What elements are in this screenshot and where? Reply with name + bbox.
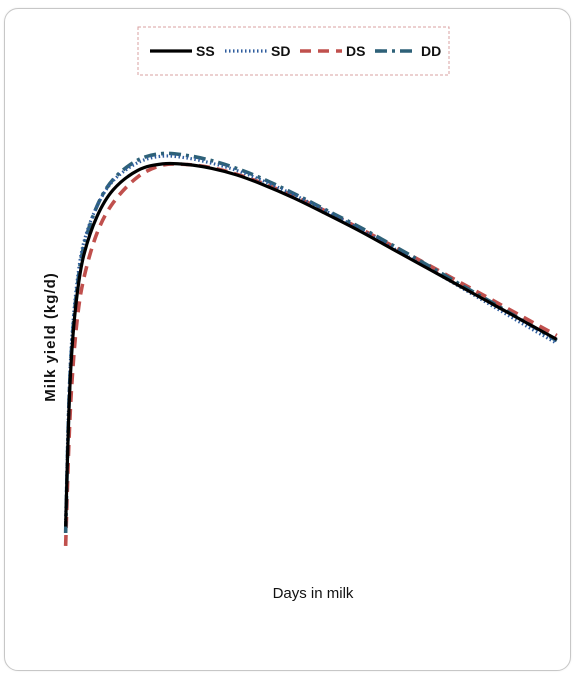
legend-items: SS SD DS DD — [150, 43, 441, 59]
series-lines — [63, 151, 558, 546]
legend-label-dd: DD — [421, 43, 441, 59]
legend-label-ds: DS — [346, 43, 365, 59]
series-line-ss — [64, 161, 558, 527]
y-axis-label: Milk yield (kg/d) — [42, 272, 59, 402]
legend-label-sd: SD — [271, 43, 290, 59]
series-line-sd — [64, 154, 558, 521]
legend: SS SD DS DD — [137, 26, 450, 76]
legend-label-ss: SS — [196, 43, 215, 59]
chart-frame — [4, 8, 571, 671]
series-line-ds — [63, 162, 558, 546]
x-axis-label: Days in milk — [273, 585, 354, 602]
series-line-dd — [63, 151, 558, 534]
